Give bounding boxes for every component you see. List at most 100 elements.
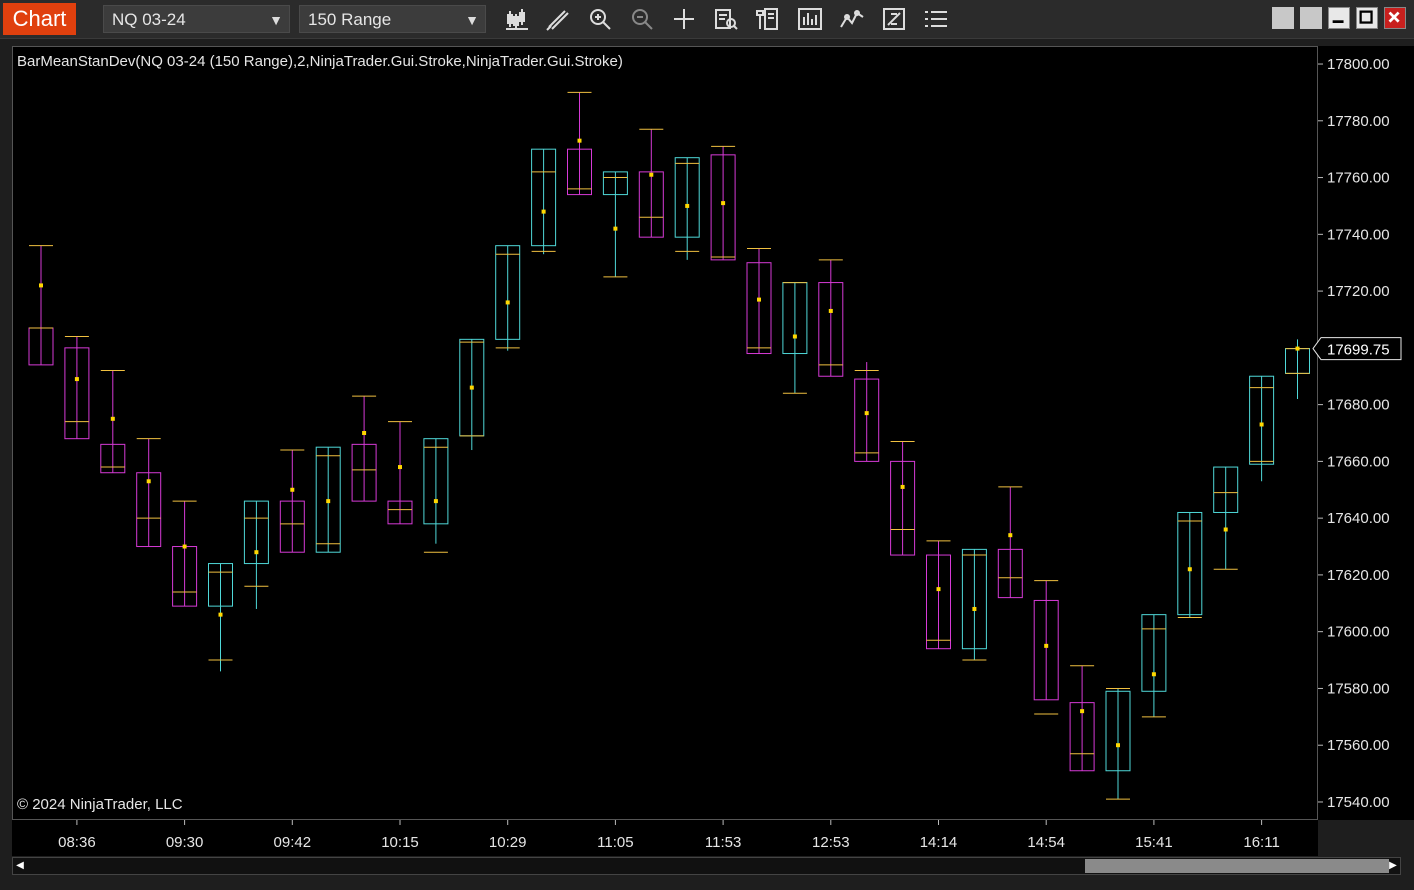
- bar-mean-dot: [218, 612, 223, 617]
- candle-32: [1177, 511, 1203, 618]
- tile-window-icon-2[interactable]: [1300, 7, 1322, 29]
- candle-27: [997, 486, 1023, 599]
- tile-window-icon[interactable]: [1272, 7, 1294, 29]
- scroll-thumb[interactable]: [1085, 859, 1389, 873]
- candle-2: [100, 370, 126, 474]
- bar-mean-dot: [362, 431, 367, 435]
- candle-6: [243, 500, 269, 609]
- candle-9: [351, 395, 377, 502]
- instrument-selector[interactable]: NQ 03-24 ▼: [103, 5, 290, 33]
- candle-body: [710, 154, 736, 261]
- candle-body: [208, 563, 233, 607]
- x-axis-panel: [12, 820, 1318, 856]
- bar-mean-dot: [254, 550, 259, 555]
- scroll-right-icon[interactable]: ▶: [1389, 860, 1397, 871]
- candle-body: [674, 157, 700, 238]
- candle-0: [28, 245, 54, 366]
- candle-body: [64, 347, 90, 440]
- bar-mean-dot: [1223, 527, 1228, 532]
- candle-30: [1105, 687, 1131, 800]
- scroll-left-icon[interactable]: ◀: [16, 860, 24, 871]
- bar-mean-dot: [721, 201, 726, 206]
- horizontal-scrollbar[interactable]: ◀ ▶: [12, 857, 1401, 875]
- chart-trader-icon[interactable]: [879, 5, 909, 33]
- candle-1: [64, 336, 90, 440]
- candle-body: [746, 262, 772, 355]
- minimize-icon[interactable]: [1328, 7, 1350, 29]
- bar-mean-dot: [1259, 422, 1264, 427]
- bar-mean-dot: [326, 499, 331, 504]
- candle-body: [136, 472, 162, 548]
- bar-mean-dot: [1295, 346, 1300, 351]
- maximize-icon[interactable]: [1356, 7, 1378, 29]
- candle-body: [243, 500, 269, 565]
- candle-4: [172, 500, 198, 607]
- y-tick-label: 17620.00: [1327, 567, 1390, 584]
- bar-type-selector[interactable]: 150 Range ▼: [299, 5, 486, 33]
- x-tick-label: 12:53: [812, 834, 850, 851]
- indicators-icon[interactable]: [837, 5, 867, 33]
- instrument-value: NQ 03-24: [112, 10, 186, 29]
- zoom-in-icon[interactable]: [585, 5, 615, 33]
- x-tick-label: 14:54: [1027, 834, 1065, 851]
- candle-5: [208, 563, 233, 672]
- bar-mean-dot: [828, 308, 833, 313]
- candle-13: [495, 245, 521, 351]
- chevron-down-icon: ▼: [269, 12, 283, 28]
- bar-mean-dot: [541, 209, 546, 214]
- zoom-out-icon[interactable]: [627, 5, 657, 33]
- close-icon[interactable]: [1384, 7, 1406, 29]
- y-tick-label: 17640.00: [1327, 510, 1390, 527]
- candle-15: [567, 91, 592, 196]
- candle-24: [890, 441, 916, 556]
- candle-10: [387, 421, 413, 525]
- bar-mean-dot: [469, 385, 474, 390]
- candle-body: [1069, 702, 1095, 772]
- x-tick-label: 11:53: [705, 834, 741, 851]
- candle-body: [1105, 690, 1131, 772]
- bar-mean-dot: [1008, 533, 1013, 538]
- candle-body: [1213, 466, 1239, 513]
- crosshair-icon[interactable]: [669, 5, 699, 33]
- y-tick-label: 17580.00: [1327, 680, 1390, 697]
- chevron-down-icon: ▼: [465, 12, 479, 28]
- candle-body: [387, 500, 413, 525]
- candle-26: [961, 548, 987, 661]
- x-tick-label: 10:29: [489, 834, 527, 851]
- candle-body: [1141, 614, 1167, 692]
- properties-icon[interactable]: [753, 5, 783, 33]
- candle-11: [423, 438, 449, 553]
- bar-mean-dot: [290, 487, 295, 492]
- candle-body: [818, 282, 844, 377]
- bar-mean-dot: [74, 377, 79, 382]
- bar-mean-dot: [864, 411, 869, 416]
- indicator-label: BarMeanStanDev(NQ 03-24 (150 Range),2,Ni…: [17, 53, 623, 70]
- candle-16: [602, 171, 628, 278]
- bar-mean-dot: [398, 465, 402, 470]
- copyright-text: © 2024 NinjaTrader, LLC: [17, 796, 183, 813]
- candle-body: [531, 148, 557, 247]
- candle-18: [674, 157, 700, 260]
- candle-body: [890, 460, 916, 556]
- data-box-icon[interactable]: [711, 5, 741, 33]
- bar-mean-dot: [110, 416, 115, 421]
- plot-area[interactable]: [12, 46, 1318, 820]
- draw-pencil-icon[interactable]: [543, 5, 573, 33]
- candle-22: [818, 259, 844, 377]
- bar-mean-dot: [792, 334, 797, 339]
- bar-mean-dot: [1151, 672, 1156, 677]
- bar-mean-dot: [972, 606, 977, 611]
- menu-list-icon[interactable]: [921, 5, 951, 33]
- candle-body: [997, 548, 1023, 599]
- bar-mean-dot: [577, 138, 582, 143]
- strategies-icon[interactable]: [795, 5, 825, 33]
- bar-mean-dot: [505, 300, 510, 305]
- candle-25: [926, 540, 951, 650]
- bar-mean-dot: [900, 484, 905, 489]
- chart-tab[interactable]: Chart: [3, 3, 76, 35]
- candle-body: [854, 378, 880, 462]
- candle-body: [100, 443, 126, 474]
- bar-style-icon[interactable]: [502, 5, 532, 33]
- y-axis-panel: [1318, 46, 1414, 820]
- bar-mean-dot: [39, 283, 43, 288]
